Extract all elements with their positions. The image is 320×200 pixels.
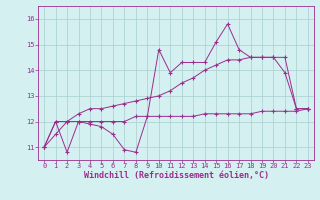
X-axis label: Windchill (Refroidissement éolien,°C): Windchill (Refroidissement éolien,°C) [84, 171, 268, 180]
